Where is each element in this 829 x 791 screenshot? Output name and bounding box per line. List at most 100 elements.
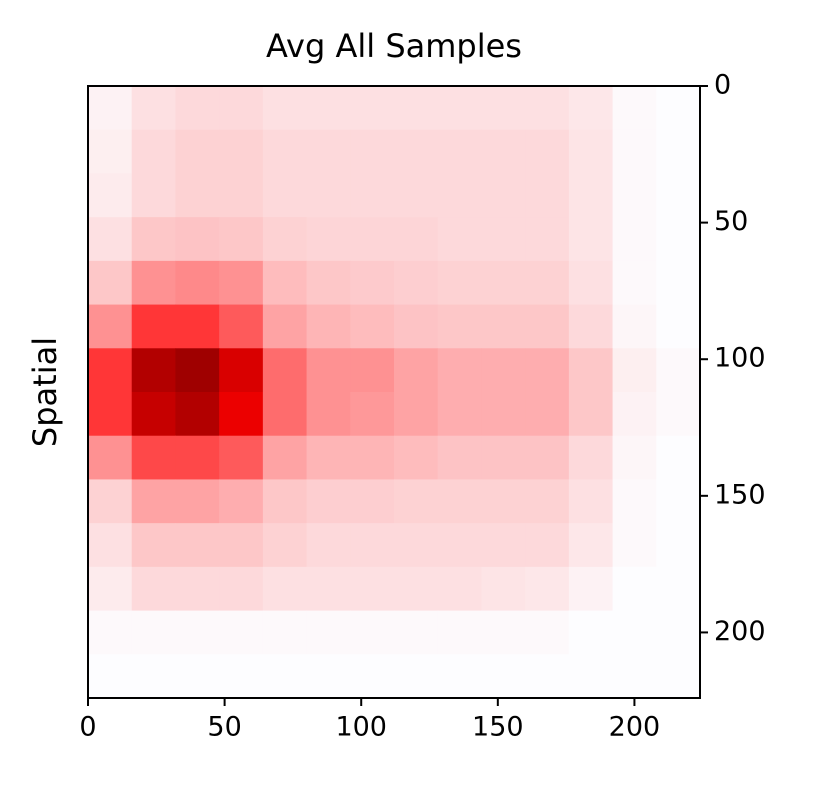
heatmap-cell — [568, 610, 614, 655]
heatmap-cell — [219, 217, 264, 262]
heatmap-cell — [525, 479, 570, 524]
heatmap-cell — [219, 304, 264, 349]
heatmap-cell — [437, 86, 482, 131]
heatmap-cell — [481, 566, 526, 612]
heatmap-cell — [568, 392, 614, 437]
heatmap-cell — [612, 435, 657, 480]
heatmap-cell — [175, 348, 220, 393]
heatmap-cell — [262, 435, 308, 480]
heatmap-cell — [612, 304, 657, 349]
heatmap-cell — [481, 86, 526, 131]
heatmap-cell — [262, 566, 308, 612]
heatmap-cell — [656, 86, 701, 131]
heatmap-cell — [219, 260, 264, 306]
heatmap-cell — [481, 129, 526, 174]
heatmap-cell — [219, 129, 264, 174]
heatmap-cell — [525, 610, 570, 655]
heatmap-cell — [175, 173, 220, 218]
heatmap-cell — [131, 217, 176, 262]
heatmap-cell — [131, 610, 176, 655]
heatmap-cell — [481, 479, 526, 524]
heatmap-cell — [350, 435, 395, 480]
heatmap-cell — [525, 523, 570, 568]
heatmap-cell — [219, 173, 264, 218]
heatmap-cell — [437, 217, 482, 262]
heatmap-cell — [262, 348, 308, 393]
heatmap-cell — [350, 260, 395, 306]
heatmap-cell — [394, 479, 439, 524]
heatmap-cell — [568, 348, 614, 393]
heatmap-cell — [131, 654, 176, 699]
heatmap-cell — [219, 435, 264, 480]
heatmap-cell — [88, 523, 133, 568]
heatmap-cell — [437, 304, 482, 349]
heatmap-cell — [612, 173, 657, 218]
heatmap-cell — [568, 173, 614, 218]
heatmap-cell — [306, 610, 351, 655]
heatmap-cell — [131, 392, 176, 437]
heatmap-cell — [437, 479, 482, 524]
heatmap-cell — [262, 129, 308, 174]
heatmap-cell — [306, 173, 351, 218]
heatmap-cell — [568, 435, 614, 480]
heatmap-cell — [306, 304, 351, 349]
heatmap-cell — [437, 610, 482, 655]
heatmap-cell — [525, 260, 570, 306]
heatmap-cell — [131, 523, 176, 568]
y-tick-label: 150 — [714, 479, 766, 510]
heatmap-cell — [219, 479, 264, 524]
heatmap-cell — [262, 523, 308, 568]
heatmap-cell — [656, 654, 701, 699]
heatmap-cell — [394, 86, 439, 131]
heatmap-cell — [131, 173, 176, 218]
heatmap-cell — [88, 435, 133, 480]
x-tick-label: 50 — [207, 712, 241, 743]
heatmap-cell — [656, 392, 701, 437]
heatmap-cell — [481, 260, 526, 306]
heatmap-cell — [350, 654, 395, 699]
heatmap-cell — [350, 304, 395, 349]
heatmap-cell — [568, 523, 614, 568]
heatmap-cell — [612, 654, 657, 699]
heatmap-cell — [568, 217, 614, 262]
heatmap-cell — [350, 479, 395, 524]
y-tick-label: 50 — [714, 206, 748, 237]
heatmap-cell — [568, 129, 614, 174]
heatmap-cell — [525, 217, 570, 262]
heatmap-cell — [525, 566, 570, 612]
y-axis-label: Spatial — [26, 337, 64, 447]
heatmap-cell — [175, 435, 220, 480]
heatmap-cell — [306, 86, 351, 131]
heatmap-cell — [306, 479, 351, 524]
heatmap-cell — [131, 304, 176, 349]
heatmap-cell — [394, 304, 439, 349]
heatmap-cell — [481, 304, 526, 349]
heatmap-cell — [88, 173, 133, 218]
heatmap-cell — [219, 610, 264, 655]
heatmap-cell — [219, 654, 264, 699]
heatmap-cell — [394, 566, 439, 612]
heatmap-cell — [568, 566, 614, 612]
heatmap-cell — [219, 348, 264, 393]
heatmap-cell — [394, 435, 439, 480]
chart-title: Avg All Samples — [266, 27, 522, 65]
heatmap-cell — [219, 523, 264, 568]
heatmap-cell — [131, 348, 176, 393]
heatmap-cell — [262, 304, 308, 349]
heatmap-cell — [612, 479, 657, 524]
heatmap-cell — [306, 435, 351, 480]
heatmap-cell — [481, 348, 526, 393]
heatmap-cell — [568, 304, 614, 349]
heatmap-cell — [394, 654, 439, 699]
y-tick-label: 100 — [714, 343, 766, 374]
heatmap-cell — [306, 654, 351, 699]
heatmap-cell — [131, 129, 176, 174]
heatmap-cell — [262, 86, 308, 131]
heatmap-cell — [656, 217, 701, 262]
heatmap-cell — [612, 348, 657, 393]
heatmap-cell — [219, 86, 264, 131]
heatmap-cell — [306, 392, 351, 437]
heatmap-cell — [306, 129, 351, 174]
heatmap-cell — [525, 654, 570, 699]
